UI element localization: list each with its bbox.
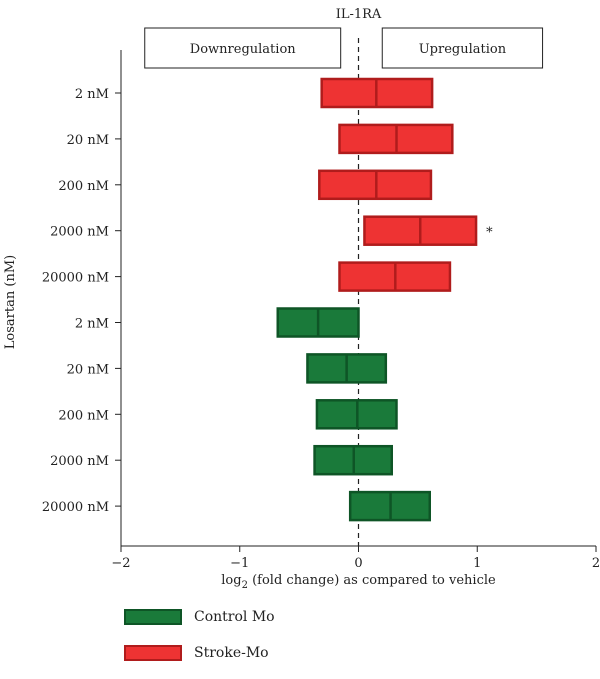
legend-swatch-control	[124, 609, 182, 625]
x-tick-label-4: 2	[592, 556, 600, 571]
chart-title: IL-1RA	[336, 7, 382, 22]
y-tick-label-6: 20 nM	[67, 362, 109, 377]
y-tick-label-1: 20 nM	[67, 133, 109, 148]
legend-label-control: Control Mo	[194, 609, 275, 625]
y-tick-label-9: 20000 nM	[42, 500, 109, 515]
legend-item-stroke: Stroke-Mo	[124, 643, 275, 663]
x-tick-label-0: −2	[111, 556, 130, 571]
y-tick-label-8: 2000 nM	[50, 454, 109, 469]
y-tick-label-7: 200 nM	[58, 408, 109, 423]
legend: Control Mo Stroke-Mo	[124, 607, 275, 679]
y-tick-label-2: 200 nM	[58, 179, 109, 194]
x-axis-title: log2 (fold change) as compared to vehicl…	[221, 573, 496, 591]
region-box-1	[381, 27, 544, 69]
region-label-1: Upregulation	[419, 42, 507, 57]
y-tick-label-5: 2 nM	[75, 317, 109, 332]
region-box-0	[144, 27, 342, 69]
x-tick-label-1: −1	[230, 556, 249, 571]
legend-item-control: Control Mo	[124, 607, 275, 627]
y-tick-label-4: 20000 nM	[42, 271, 109, 286]
x-tick-label-2: 0	[354, 556, 362, 571]
chart: IL-1RA Downregulation Upregulation −2 −1 0 1 2 l…	[3, 7, 600, 591]
y-axis-title: Losartan (nM)	[3, 255, 18, 349]
y-tick-label-3: 2000 nM	[50, 225, 109, 240]
x-tick-label-3: 1	[473, 556, 481, 571]
legend-swatch-stroke	[124, 645, 182, 661]
region-label-0: Downregulation	[190, 42, 296, 57]
y-tick-label-0: 2 nM	[75, 87, 109, 102]
legend-label-stroke: Stroke-Mo	[194, 645, 269, 661]
bar-annotation-0-3: *	[486, 226, 493, 241]
